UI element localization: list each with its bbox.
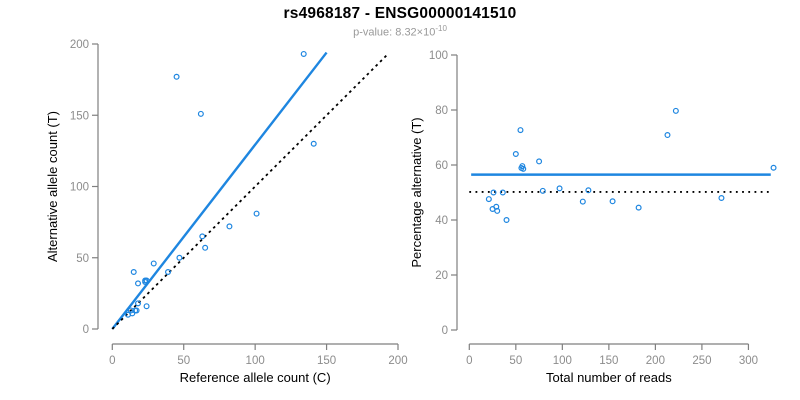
regression-fit-line (111, 51, 328, 330)
y-tick-label: 40 (435, 215, 448, 227)
x-axis-title: Total number of reads (546, 370, 672, 385)
data-point (519, 163, 526, 170)
x-tick-label: 0 (109, 355, 115, 367)
data-point (199, 233, 206, 240)
x-tick-label: 100 (246, 355, 265, 367)
y-axis-title: Percentage alternative (T) (409, 117, 424, 267)
x-tick-label: 50 (509, 355, 522, 367)
data-point (585, 187, 592, 194)
pvalue-text: p-value: 8.32×10 (353, 26, 436, 39)
x-tick-label: 150 (599, 355, 618, 367)
y-tick-label: 0 (442, 325, 448, 337)
identity-line-line (111, 53, 389, 330)
right-scatter-panel: 0 20 40 60 80 100 0 50 100 150 200 250 300 Total numb… (409, 50, 777, 385)
plot-title: rs4968187 - ENSG00000141510 (283, 5, 517, 22)
pvalue-exponent: -10 (435, 24, 447, 33)
y-tick-label: 100 (429, 50, 448, 62)
y-tick-label: 50 (76, 253, 89, 265)
x-tick-label: 200 (388, 355, 407, 367)
data-point (718, 195, 725, 202)
data-point (135, 280, 142, 287)
data-point (664, 132, 671, 139)
x-tick-label: 150 (317, 355, 336, 367)
data-point (310, 140, 317, 147)
y-tick-label: 100 (70, 182, 89, 194)
data-point (197, 110, 204, 117)
y-tick-label: 0 (83, 324, 89, 336)
data-point (517, 127, 524, 134)
data-point (539, 187, 546, 194)
data-point (503, 217, 510, 224)
y-tick-label: 150 (70, 110, 89, 122)
data-point (176, 254, 183, 261)
data-point (485, 196, 492, 203)
y-tick-label: 20 (435, 270, 448, 282)
data-point (135, 300, 142, 307)
x-tick-label: 0 (466, 355, 472, 367)
x-axis-title: Reference allele count (C) (180, 370, 331, 385)
data-point (130, 269, 137, 276)
data-point (494, 207, 501, 214)
data-point (512, 151, 519, 158)
data-point (173, 73, 180, 80)
data-point (556, 185, 563, 192)
data-point (536, 158, 543, 165)
data-point (143, 277, 150, 284)
data-point (579, 198, 586, 205)
data-point (635, 204, 642, 211)
data-point (133, 307, 140, 314)
data-point (253, 210, 260, 217)
left-scatter-panel: 0 50 100 150 200 0 50 100 150 200 Reference allele… (45, 39, 408, 385)
y-tick-label: 80 (435, 105, 448, 117)
x-tick-label: 200 (646, 355, 665, 367)
y-axis-title: Alternative allele count (T) (45, 111, 60, 262)
data-point (770, 164, 777, 171)
data-point (499, 189, 506, 196)
plot-subtitle: p-value: 8.32×10-10 (0, 24, 800, 39)
data-point (143, 303, 150, 310)
data-point (150, 260, 157, 267)
data-point (520, 165, 527, 172)
x-tick-label: 100 (553, 355, 572, 367)
x-tick-label: 50 (177, 355, 190, 367)
data-point (490, 189, 497, 196)
data-point (165, 269, 172, 276)
y-tick-label: 200 (70, 39, 89, 51)
data-point (226, 223, 233, 230)
x-tick-label: 300 (739, 355, 758, 367)
data-point (202, 244, 209, 251)
data-point (672, 107, 679, 114)
data-point (609, 198, 616, 205)
x-tick-label: 250 (692, 355, 711, 367)
data-point (300, 50, 307, 57)
y-tick-label: 60 (435, 160, 448, 172)
